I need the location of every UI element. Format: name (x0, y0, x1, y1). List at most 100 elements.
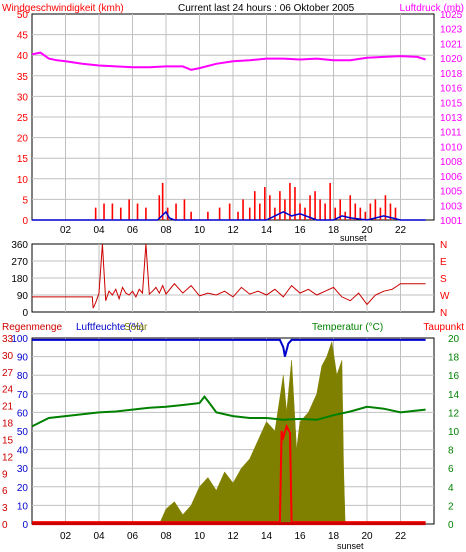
rain-tick-label: 30 (2, 351, 14, 362)
wind-speed-bar (237, 211, 239, 220)
wind-speed-bar (379, 207, 382, 220)
time-tick-label: 16 (294, 225, 306, 236)
wind-speed-bar (183, 199, 186, 220)
direction-degree-label: 180 (11, 274, 28, 285)
wind-speed-bar (264, 187, 266, 220)
time-tick-label: 20 (361, 531, 373, 542)
wind-speed-bar (228, 203, 231, 220)
wind-speed-bar (319, 199, 321, 220)
pressure-tick-label: 1016 (440, 84, 463, 95)
wind-speed-bar (279, 191, 281, 220)
time-tick-label: 22 (395, 531, 407, 542)
wind-speed-bar (289, 182, 291, 220)
direction-degree-label: 0 (22, 308, 28, 319)
wind-speed-bar (145, 207, 147, 220)
pressure-tick-label: 1006 (440, 172, 463, 183)
wind-speed-tick-label: 5 (22, 195, 28, 206)
pressure-tick-label: 1025 (440, 10, 463, 21)
wind-speed-bar (111, 203, 114, 220)
wind-direction-marks (32, 243, 426, 309)
temperature-tick-label: 14 (448, 390, 460, 401)
time-tick-label: 12 (227, 531, 239, 542)
wind-speed-bar (329, 182, 331, 220)
wind-speed-bar (334, 207, 336, 220)
rain-tick-label: 33 (2, 334, 14, 345)
humidity-tick-label: 50 (17, 427, 29, 438)
solar-area (32, 341, 426, 525)
wind-speed-bar (314, 191, 316, 220)
rain-tick-label: 0 (2, 520, 8, 531)
pressure-tick-labels: 1001 1003 1005 1006 1008 1010 1011 1013 1015 1016… (440, 10, 463, 227)
direction-compass-label: N (440, 308, 447, 319)
wind-speed-bar (253, 191, 256, 220)
wind-pressure-marks (31, 51, 426, 221)
climate-time-tick-labels: 02 04 06 08 10 12 14 16 18 20 22 (60, 531, 407, 542)
sunset-annotation-top: sunset (340, 233, 367, 243)
temperature-tick-label: 8 (448, 446, 454, 457)
wind-pressure-grid (32, 14, 434, 220)
wind-speed-bar (94, 207, 97, 220)
wind-speed-bar (207, 211, 209, 220)
wind-direction-degree-labels: 0 90 180 270 360 (11, 240, 28, 319)
wind-speed-bar (190, 211, 192, 220)
time-tick-label: 08 (160, 225, 172, 236)
climate-marks (31, 338, 426, 526)
wind-speed-bar (384, 195, 387, 220)
wind-speed-bar (394, 207, 397, 220)
dewpoint-line (32, 423, 426, 524)
wind-speed-tick-label: 20 (17, 134, 29, 145)
wind-speed-bar (218, 207, 221, 220)
wind-speed-bar (299, 203, 301, 220)
pressure-tick-label: 1021 (440, 39, 463, 50)
humidity-axis-label: Luftfeuchte (%) (76, 322, 144, 333)
humidity-tick-label: 10 (17, 501, 29, 512)
temperature-tick-label: 0 (448, 520, 454, 531)
wind-speed-bar (284, 199, 286, 220)
wind-speed-tick-label: 0 (22, 216, 28, 227)
temperature-line (31, 394, 426, 428)
time-tick-label: 16 (294, 531, 306, 542)
time-tick-label: 20 (361, 225, 373, 236)
rain-tick-label: 6 (2, 486, 8, 497)
wind-speed-bar (339, 199, 341, 220)
wind-speed-tick-label: 10 (17, 175, 29, 186)
temperature-tick-label: 2 (448, 501, 454, 512)
humidity-line (32, 338, 426, 357)
wind-speed-bar (248, 207, 251, 220)
wind-speed-tick-label: 25 (17, 113, 29, 124)
wind-direction-line (32, 243, 426, 309)
humidity-tick-label: 90 (17, 353, 29, 364)
humidity-tick-label: 40 (17, 446, 29, 457)
wind-speed-bar (354, 203, 357, 220)
time-tick-label: 02 (60, 225, 72, 236)
rain-tick-label: 24 (2, 385, 14, 396)
humidity-tick-label: 0 (22, 520, 28, 531)
wind-speed-bar (349, 195, 352, 220)
sunset-annotation-bottom: sunset (337, 541, 364, 551)
time-tick-label: 04 (93, 225, 105, 236)
time-tick-label: 08 (160, 531, 172, 542)
wind-pressure-chart-title: Current last 24 hours : 06 Oktober 2005 (178, 3, 355, 14)
pressure-tick-label: 1020 (440, 54, 463, 65)
temperature-tick-label: 6 (448, 464, 454, 475)
wind-speed-bar (309, 195, 311, 220)
temperature-tick-label: 12 (448, 408, 460, 419)
temperature-tick-label: 16 (448, 371, 460, 382)
pressure-tick-label: 1005 (440, 187, 463, 198)
humidity-tick-label: 70 (17, 390, 29, 401)
wind-speed-bar (344, 211, 347, 220)
wind-speed-bar (274, 207, 276, 220)
rain-tick-label: 21 (2, 402, 14, 413)
wind-speed-bar (389, 203, 392, 220)
wind-speed-bar (136, 203, 139, 220)
time-tick-label: 22 (395, 225, 407, 236)
wind-speed-tick-label: 30 (17, 92, 29, 103)
dewpoint-axis-label: Taupunkt (423, 322, 464, 333)
temperature-tick-label: 10 (448, 427, 460, 438)
time-tick-label: 14 (261, 531, 273, 542)
pressure-tick-label: 1008 (440, 157, 463, 168)
